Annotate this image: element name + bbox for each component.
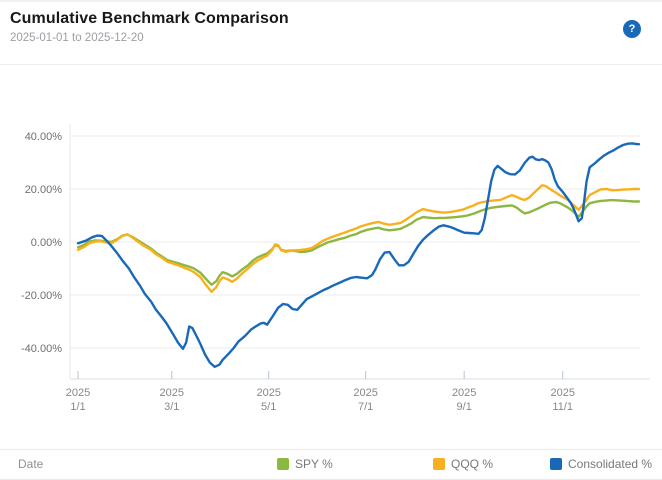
consolidated-color-swatch bbox=[550, 458, 562, 470]
y-tick-label: 0.00% bbox=[31, 237, 62, 249]
x-axis-labels: 2025 1/1 2025 3/1 2025 5/1 2025 7/1 2025 9/1 2025 1… bbox=[66, 387, 575, 413]
spy-color-swatch bbox=[277, 458, 289, 470]
footer-legend-bar: Date SPY % QQQ % Consolidated % bbox=[0, 449, 662, 480]
x-tick-label: 2025 11/1 bbox=[550, 387, 574, 413]
qqq-color-swatch bbox=[433, 458, 445, 470]
chart-area[interactable]: 40.00% 20.00% 0.00% -20.00% -40.00% 2025 1/1 2… bbox=[0, 64, 662, 449]
x-tick-label: 2025 5/1 bbox=[256, 387, 280, 413]
page-title: Cumulative Benchmark Comparison bbox=[10, 10, 289, 27]
help-button[interactable]: ? bbox=[623, 20, 641, 38]
legend-label-spy: SPY % bbox=[295, 457, 333, 471]
header: Cumulative Benchmark Comparison 2025-01-… bbox=[0, 2, 662, 64]
x-tick-label: 2025 9/1 bbox=[452, 387, 476, 413]
consolidated-line[interactable] bbox=[76, 142, 641, 368]
legend-item-consolidated[interactable]: Consolidated % bbox=[550, 457, 652, 471]
cumulative-benchmark-chart[interactable]: 40.00%20.00%0.00%-20.00%-40.00% 2025 1/12… bbox=[0, 64, 662, 449]
x-axis-title: Date bbox=[18, 457, 44, 471]
spy-line[interactable] bbox=[76, 198, 641, 286]
legend-label-consolidated: Consolidated % bbox=[568, 457, 653, 471]
series-lines bbox=[76, 142, 641, 368]
y-grid bbox=[70, 135, 640, 349]
legend-item-qqq[interactable]: QQQ % bbox=[433, 457, 493, 471]
legend-label-qqq: QQQ % bbox=[451, 457, 494, 471]
y-axis-labels: 40.00% 20.00% 0.00% -20.00% -40.00% bbox=[21, 131, 62, 355]
header-divider bbox=[0, 64, 662, 65]
qqq-line[interactable] bbox=[76, 184, 641, 294]
legend-item-spy[interactable]: SPY % bbox=[277, 457, 333, 471]
x-tick-label: 2025 7/1 bbox=[353, 387, 377, 413]
y-tick-label: 40.00% bbox=[25, 131, 63, 143]
axis-lines bbox=[69, 124, 650, 380]
x-tick-label: 2025 1/1 bbox=[66, 387, 90, 413]
y-tick-label: 20.00% bbox=[25, 184, 63, 196]
y-tick-label: -20.00% bbox=[21, 290, 62, 302]
y-tick-label: -40.00% bbox=[21, 343, 62, 355]
date-range-subtitle: 2025-01-01 to 2025-12-20 bbox=[10, 32, 144, 44]
x-axis-ticks bbox=[77, 371, 564, 379]
x-tick-label: 2025 3/1 bbox=[160, 387, 184, 413]
question-mark-icon: ? bbox=[628, 23, 636, 35]
